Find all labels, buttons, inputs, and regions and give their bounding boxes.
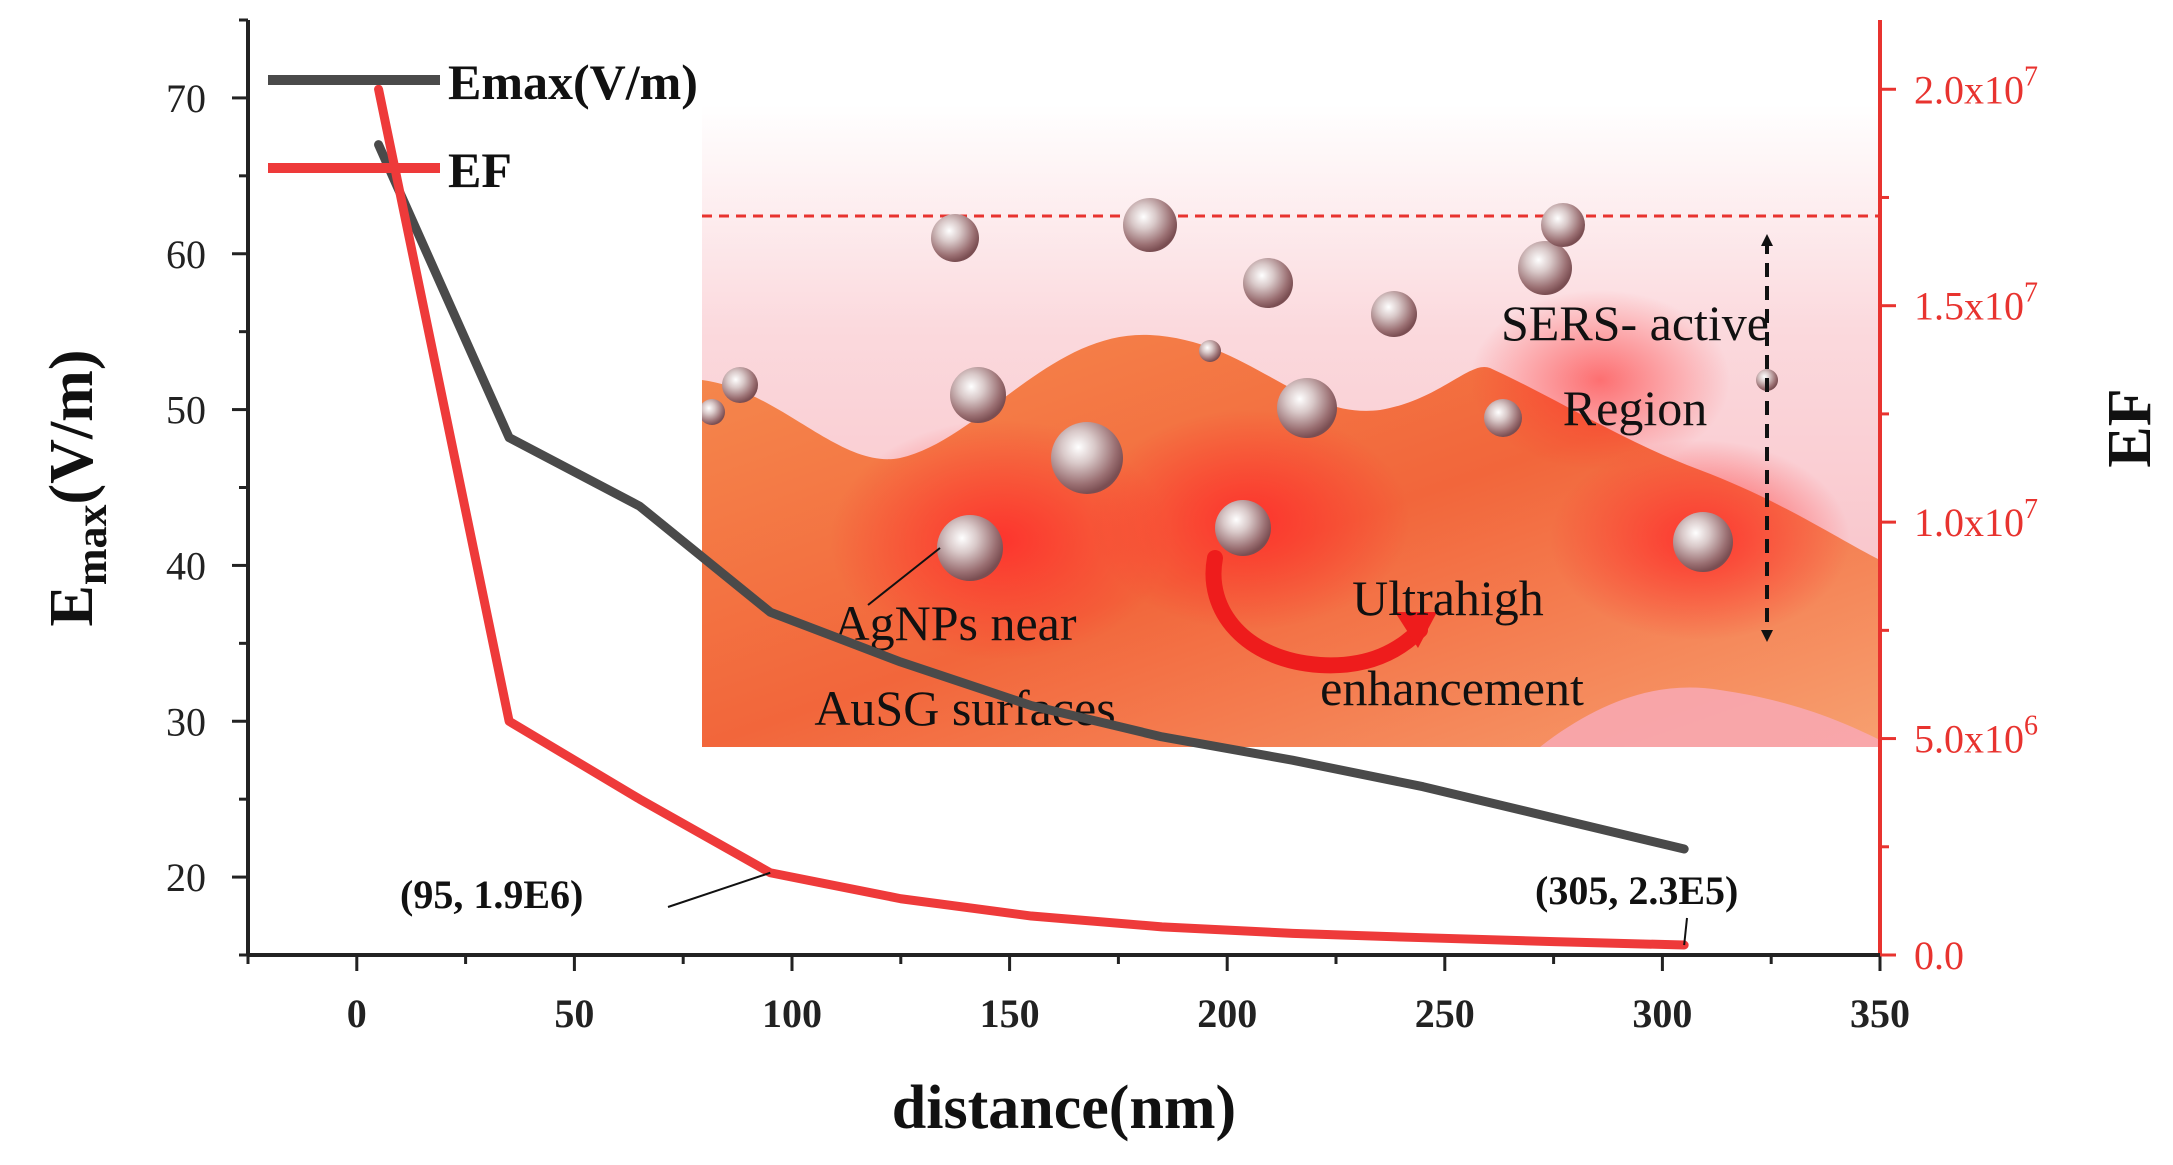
silver-nanoparticle [1673, 512, 1733, 572]
agnp-label-line2: AuSG surfaces [814, 680, 1115, 736]
silver-nanoparticle [1123, 198, 1177, 252]
ef-series-line [374, 84, 1689, 950]
right-tick-label: 2.0x107 [1914, 61, 2038, 112]
silver-nanoparticle [1518, 241, 1572, 295]
left-axis-title: Emax(V/m) [38, 350, 116, 627]
agnp-label-line1: AgNPs near [833, 595, 1076, 651]
legend-emax-label: Emax(V/m) [448, 54, 698, 110]
x-axis-title: distance(nm) [892, 1074, 1236, 1142]
left-tick-label: 20 [166, 855, 206, 900]
x-tick-label: 150 [980, 991, 1040, 1036]
ausg-surface-lower [1540, 687, 1880, 747]
silver-nanoparticle [1051, 422, 1123, 494]
silver-nanoparticle [1277, 378, 1337, 438]
left-axis-title-sub: max [67, 504, 116, 585]
left-tick-label: 40 [166, 543, 206, 588]
right-tick-base: 5.0x10 [1914, 717, 2024, 762]
silver-nanoparticle [1215, 500, 1271, 556]
sers-region-label-line2: Region [1563, 380, 1707, 436]
silver-nanoparticle [722, 367, 758, 403]
right-tick-exponent: 7 [2024, 61, 2038, 92]
left-axis-ticks: 20 30 40 50 60 70 [166, 18, 248, 957]
sers-region-label-line1: SERS- active [1501, 295, 1769, 351]
enhancement-arrow-head [1395, 612, 1437, 648]
silver-nanoparticle [1199, 340, 1221, 362]
silver-nanoparticle [1243, 258, 1293, 308]
emax-series-line [374, 140, 1689, 854]
left-tick-label: 60 [166, 232, 206, 277]
left-tick-label: 50 [166, 388, 206, 433]
left-axis-title-unit: (V/m) [38, 350, 106, 505]
silver-nanoparticles [702, 198, 1778, 581]
silver-nanoparticle [937, 515, 1003, 581]
left-tick-label: 30 [166, 699, 206, 744]
x-tick-label: 0 [347, 991, 367, 1036]
enhancement-arrow [1205, 550, 1428, 674]
right-tick-base: 1.0x10 [1914, 500, 2024, 545]
silver-nanoparticle [702, 399, 725, 425]
right-tick-exponent: 7 [2024, 278, 2038, 309]
silver-nanoparticle [1541, 203, 1585, 247]
x-tick-label: 100 [762, 991, 822, 1036]
right-tick-label: 1.0x107 [1914, 494, 2038, 545]
left-axis-title-main: E [38, 585, 106, 626]
right-tick-label: 5.0x106 [1914, 711, 2038, 762]
right-tick-exponent: 6 [2024, 711, 2038, 742]
silver-nanoparticle [931, 214, 979, 262]
right-tick-base: 1.5x10 [1914, 284, 2024, 329]
right-tick-exponent: 7 [2024, 494, 2038, 525]
x-axis-ticks: 0 50 100 150 200 250 300 350 [246, 955, 1910, 1036]
annotation-leader-line [1683, 917, 1688, 946]
x-tick-label: 350 [1850, 991, 1910, 1036]
x-tick-label: 300 [1632, 991, 1692, 1036]
legend-ef-label: EF [448, 142, 512, 198]
x-tick-label: 50 [554, 991, 594, 1036]
hotspot-glow [1470, 290, 1730, 470]
right-tick-label: 1.5x107 [1914, 278, 2038, 329]
agnp-leader-line [867, 547, 941, 606]
legend: Emax(V/m) EF [268, 54, 698, 198]
right-tick-base: 2.0x10 [1914, 67, 2024, 112]
silver-nanoparticle [1371, 291, 1417, 337]
annotation-point-95: (95, 1.9E6) [400, 872, 583, 917]
right-axis-title: EF [2096, 388, 2164, 467]
silver-nanoparticle [1484, 399, 1522, 437]
enhancement-label-line2: enhancement [1320, 660, 1584, 716]
silver-nanoparticle [950, 367, 1006, 423]
x-tick-label: 250 [1415, 991, 1475, 1036]
left-tick-label: 70 [166, 76, 206, 121]
x-tick-label: 200 [1197, 991, 1257, 1036]
enhancement-label-line1: Ultrahigh [1352, 570, 1544, 626]
right-tick-label: 0.0 [1914, 933, 1964, 978]
sers-illustration [702, 105, 1880, 747]
annotation-point-305: (305, 2.3E5) [1535, 868, 1738, 913]
annotation-leader-line [667, 871, 771, 908]
